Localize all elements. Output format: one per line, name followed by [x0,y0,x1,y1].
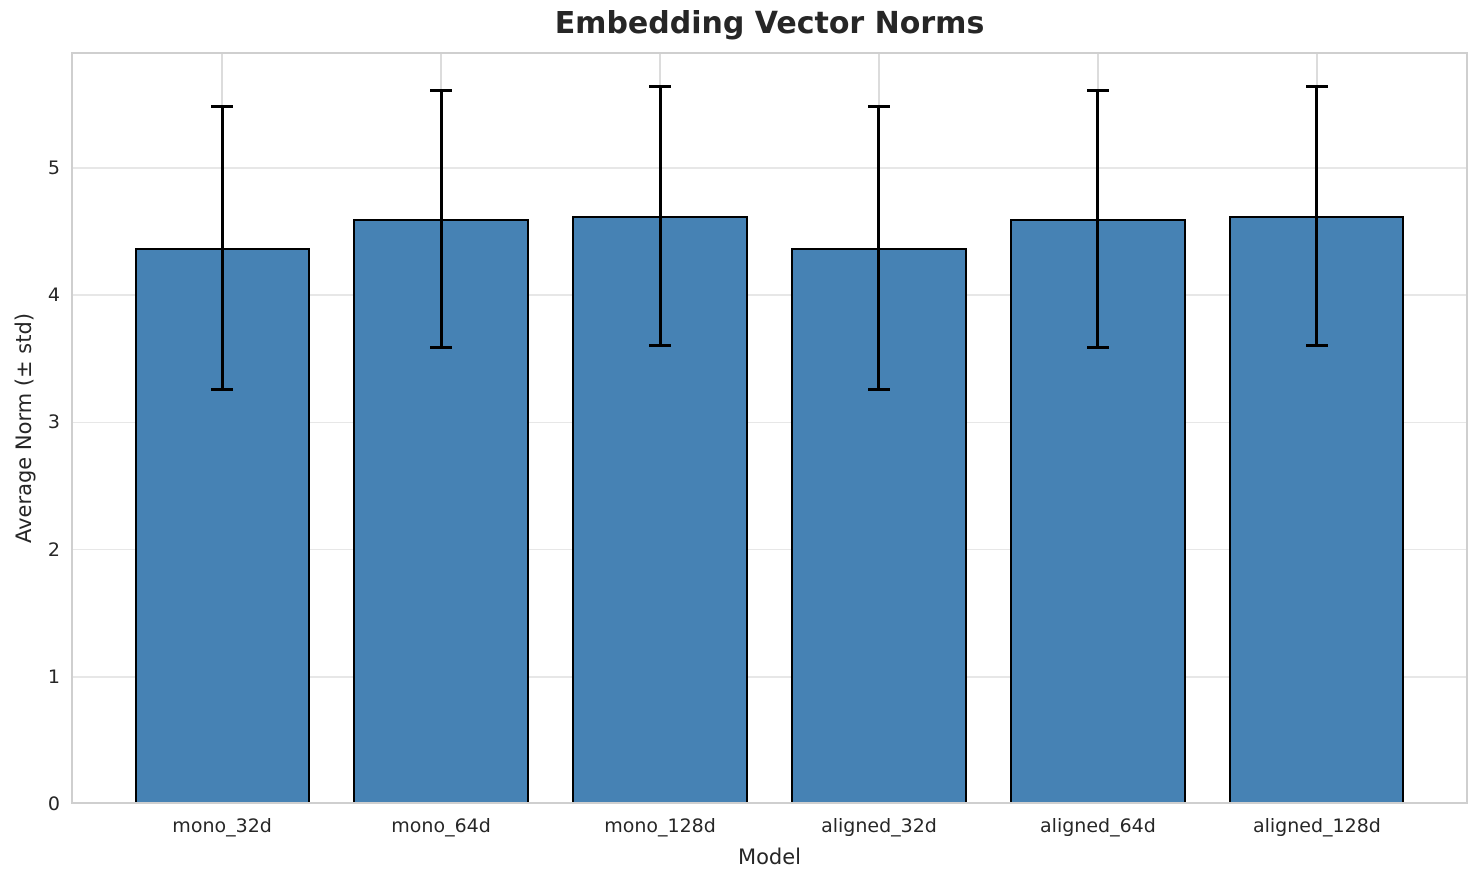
x-tick-label-aligned_128d: aligned_128d [1252,815,1381,837]
h-gridline [71,294,1468,296]
error-bar-cap-top-aligned_32d [867,105,890,109]
error-bar-cap-bottom-mono_32d [211,387,234,391]
x-tick-label-mono_32d: mono_32d [172,815,272,837]
error-bar-cap-bottom-aligned_128d [1305,344,1328,348]
y-tick-label: 0 [47,793,60,815]
error-bar-cap-top-mono_64d [430,88,453,92]
error-bar-line-mono_128d [658,86,662,346]
plot-area [71,52,1468,804]
h-gridline [71,548,1468,551]
error-bar-cap-top-aligned_128d [1305,84,1328,88]
error-bar-cap-bottom-mono_64d [430,345,453,349]
error-bar-cap-bottom-mono_128d [649,344,672,348]
x-axis-label: Model [737,845,802,869]
error-bar-cap-top-aligned_64d [1086,88,1109,92]
x-tick-label-mono_64d: mono_64d [391,815,491,837]
y-tick-label: 5 [47,156,60,179]
y-tick-label: 2 [47,538,60,561]
y-tick-label: 3 [47,411,60,434]
error-bar-cap-bottom-aligned_32d [867,387,890,391]
error-bar-line-aligned_64d [1096,90,1100,348]
y-tick-label: 1 [47,665,60,688]
error-bar-line-aligned_32d [877,106,881,390]
error-bar-cap-top-mono_128d [649,84,672,88]
chart-title: Embedding Vector Norms [554,6,985,41]
error-bar-line-mono_32d [220,106,224,390]
error-bar-line-mono_64d [439,90,443,348]
y-tick-label: 4 [47,284,60,307]
error-bar-cap-bottom-aligned_64d [1086,345,1109,349]
h-gridline [71,421,1468,424]
h-gridline [71,167,1468,169]
x-tick-label-mono_128d: mono_128d [604,815,716,837]
error-bar-line-aligned_128d [1315,86,1319,346]
h-gridline [71,676,1468,678]
error-bar-cap-top-mono_32d [211,105,234,109]
x-tick-label-aligned_32d: aligned_32d [821,815,937,837]
x-tick-label-aligned_64d: aligned_64d [1040,815,1156,837]
